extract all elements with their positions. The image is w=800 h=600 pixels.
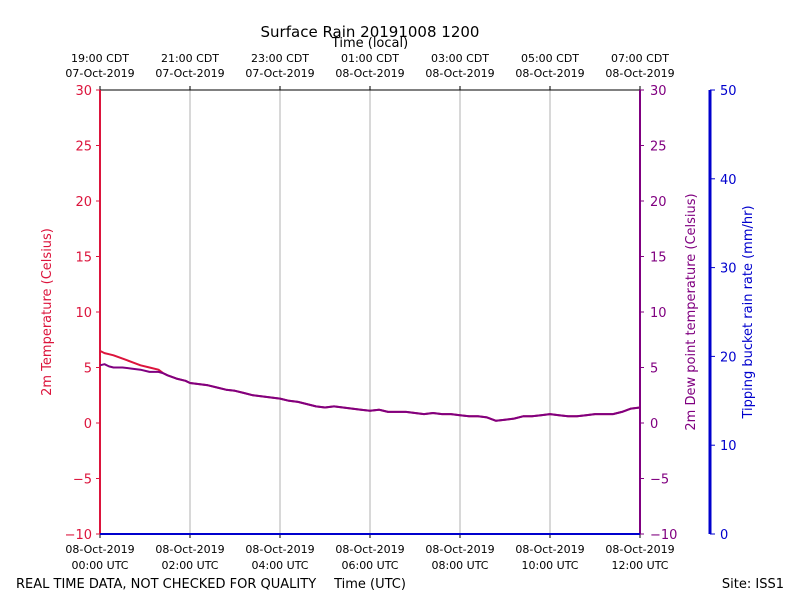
x-tick-label-utc-time: 12:00 UTC — [611, 559, 668, 572]
rain-rate-axis: 0 10 20 30 40 50 — [708, 84, 737, 543]
x-tick-label-local-date: 08-Oct-2019 — [425, 67, 494, 80]
dewpoint-tick-label: 15 — [650, 251, 667, 266]
temperature-tick-label: 25 — [75, 140, 92, 155]
rain-rate-tick-label: 50 — [720, 84, 737, 99]
dewpoint-tick-label: −10 — [650, 528, 677, 543]
dewpoint-tick-label: 20 — [650, 195, 667, 210]
chart-title: Surface Rain 20191008 1200 — [261, 23, 480, 41]
x-tick-label-utc-time: 02:00 UTC — [161, 559, 218, 572]
x-tick-label-utc-time: 00:00 UTC — [71, 559, 128, 572]
x-tick-label-utc-date: 08-Oct-2019 — [605, 543, 674, 556]
dewpoint-axis-label: 2m Dew point temperature (Celsius) — [684, 193, 699, 430]
x-tick-label-utc-date: 08-Oct-2019 — [155, 543, 224, 556]
bottom-axis-title: Time (UTC) — [333, 577, 406, 592]
x-tick-label-local-time: 07:00 CDT — [611, 52, 669, 65]
x-tick-label-local-date: 07-Oct-2019 — [245, 67, 314, 80]
dewpoint-tick-label: 10 — [650, 306, 667, 321]
dewpoint-tick-label: −5 — [650, 473, 669, 488]
x-tick-label-local-time: 03:00 CDT — [431, 52, 489, 65]
rain-rate-tick-label: 0 — [720, 528, 728, 543]
top-time-axis: 19:00 CDT 07-Oct-2019 21:00 CDT 07-Oct-2019… — [65, 52, 675, 90]
temperature-axis: −10 −5 0 5 10 15 20 25 30 — [65, 84, 101, 543]
rain-rate-tick-label: 30 — [720, 262, 737, 277]
x-tick-label-utc-date: 08-Oct-2019 — [65, 543, 134, 556]
temperature-tick-label: −5 — [73, 473, 92, 488]
dewpoint-axis: −10 −5 0 5 10 15 20 25 30 — [639, 84, 677, 543]
x-tick-label-utc-date: 08-Oct-2019 — [245, 543, 314, 556]
rain-rate-tick-label: 10 — [720, 439, 737, 454]
x-tick-label-local-time: 21:00 CDT — [161, 52, 219, 65]
x-tick-label-local-date: 07-Oct-2019 — [65, 67, 134, 80]
dewpoint-tick-label: 0 — [650, 417, 658, 432]
x-tick-label-local-time: 23:00 CDT — [251, 52, 309, 65]
temperature-tick-label: −10 — [65, 528, 92, 543]
x-tick-label-utc-date: 08-Oct-2019 — [335, 543, 404, 556]
x-tick-label-local-time: 05:00 CDT — [521, 52, 579, 65]
x-tick-label-local-date: 07-Oct-2019 — [155, 67, 224, 80]
bottom-time-axis: 08-Oct-2019 00:00 UTC 08-Oct-2019 02:00 UTC… — [65, 534, 675, 572]
top-axis-title: Time (local) — [331, 36, 408, 51]
gridlines — [189, 90, 551, 534]
series-layer — [99, 350, 641, 535]
temperature-tick-label: 10 — [75, 306, 92, 321]
temperature-tick-label: 0 — [84, 417, 92, 432]
x-tick-label-utc-date: 08-Oct-2019 — [515, 543, 584, 556]
temperature-tick-label: 20 — [75, 195, 92, 210]
2m-dew-point-temperature-line — [99, 363, 641, 422]
temperature-tick-label: 30 — [75, 84, 92, 99]
x-tick-label-utc-date: 08-Oct-2019 — [425, 543, 494, 556]
quality-notice: REAL TIME DATA, NOT CHECKED FOR QUALITY — [16, 577, 316, 592]
x-tick-label-local-date: 08-Oct-2019 — [605, 67, 674, 80]
dewpoint-tick-label: 5 — [650, 362, 658, 377]
x-tick-label-local-date: 08-Oct-2019 — [335, 67, 404, 80]
temperature-tick-label: 5 — [84, 362, 92, 377]
rain-rate-tick-label: 40 — [720, 173, 737, 188]
temperature-axis-label: 2m Temperature (Celsius) — [40, 228, 55, 396]
rain-rate-axis-label: Tipping bucket rain rate (mm/hr) — [741, 205, 756, 419]
rain-rate-tick-label: 20 — [720, 350, 737, 365]
x-tick-label-local-time: 01:00 CDT — [341, 52, 399, 65]
x-tick-label-utc-time: 04:00 UTC — [251, 559, 308, 572]
x-tick-label-utc-time: 10:00 UTC — [521, 559, 578, 572]
dewpoint-tick-label: 25 — [650, 140, 667, 155]
x-tick-label-utc-time: 06:00 UTC — [341, 559, 398, 572]
x-tick-label-local-date: 08-Oct-2019 — [515, 67, 584, 80]
x-tick-label-local-time: 19:00 CDT — [71, 52, 129, 65]
site-label: Site: ISS1 — [722, 577, 784, 592]
dewpoint-tick-label: 30 — [650, 84, 667, 99]
x-tick-label-utc-time: 08:00 UTC — [431, 559, 488, 572]
temperature-tick-label: 15 — [75, 251, 92, 266]
